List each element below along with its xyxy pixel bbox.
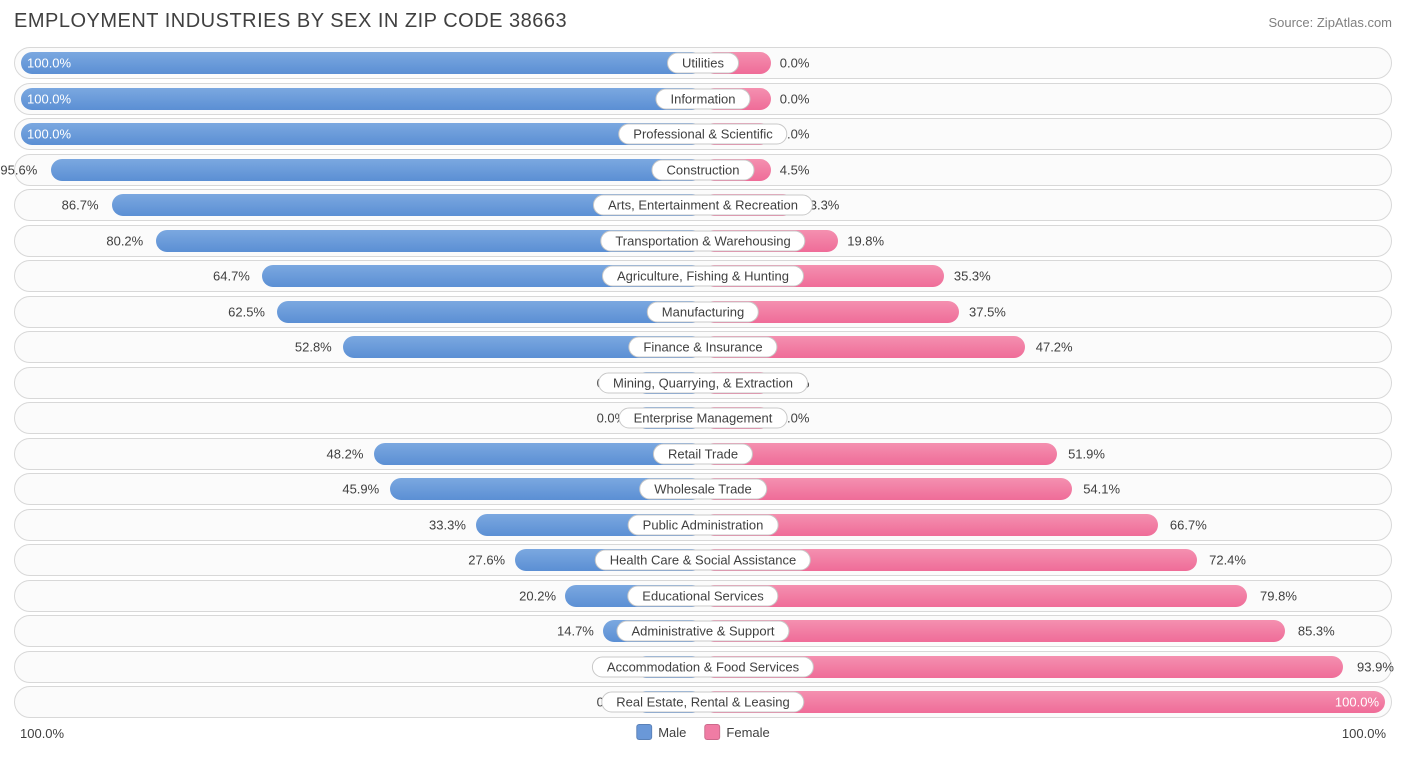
female-bar [703,691,1385,713]
legend-female: Female [704,724,769,740]
female-value: 51.9% [1068,446,1105,461]
category-label: Public Administration [628,514,779,535]
category-label: Real Estate, Rental & Leasing [601,692,804,713]
category-label: Professional & Scientific [618,124,787,145]
bar-row: Public Administration 33.3% 66.7% [14,509,1392,541]
female-bar [703,620,1285,642]
male-value: 100.0% [27,127,71,142]
category-label: Agriculture, Fishing & Hunting [602,266,804,287]
bar-row: Utilities 100.0% 0.0% [14,47,1392,79]
category-label: Accommodation & Food Services [592,656,814,677]
bar-row: Manufacturing 62.5% 37.5% [14,296,1392,328]
category-label: Mining, Quarrying, & Extraction [598,372,808,393]
female-bar [703,585,1247,607]
female-value: 79.8% [1260,588,1297,603]
male-value: 80.2% [106,233,143,248]
category-label: Utilities [667,53,739,74]
female-value: 85.3% [1298,624,1335,639]
male-value: 48.2% [327,446,364,461]
female-value: 93.9% [1357,659,1394,674]
male-value: 64.7% [213,269,250,284]
axis-left-label: 100.0% [20,726,64,741]
male-value: 20.2% [519,588,556,603]
male-value: 62.5% [228,304,265,319]
male-value: 33.3% [429,517,466,532]
category-label: Information [655,88,750,109]
male-value: 14.7% [557,624,594,639]
female-value: 100.0% [1335,695,1379,710]
category-label: Construction [652,159,755,180]
bar-row: Real Estate, Rental & Leasing0.0%100.0% [14,686,1392,718]
category-label: Administrative & Support [616,621,789,642]
bar-row: Information 100.0% 0.0% [14,83,1392,115]
female-value: 54.1% [1083,482,1120,497]
bar-row: Educational Services 20.2% 79.8% [14,580,1392,612]
male-swatch-icon [636,724,652,740]
male-value: 86.7% [62,198,99,213]
female-bar [703,443,1057,465]
bar-row: Health Care & Social Assistance 27.6% 72.4… [14,544,1392,576]
bar-row: Accommodation & Food Services6.1%93.9% [14,651,1392,683]
chart-source: Source: ZipAtlas.com [1268,15,1392,30]
bar-row: Mining, Quarrying, & Extraction0.0%0.0% [14,367,1392,399]
legend-female-label: Female [726,725,769,740]
female-value: 19.8% [847,233,884,248]
female-value: 0.0% [780,56,810,71]
legend-male: Male [636,724,686,740]
male-bar [51,159,703,181]
bar-row: Finance & Insurance 52.8% 47.2% [14,331,1392,363]
legend: Male Female [636,724,770,740]
male-bar [21,52,703,74]
chart-footer: 100.0% Male Female 100.0% [14,724,1392,748]
female-value: 47.2% [1036,340,1073,355]
category-label: Manufacturing [647,301,759,322]
male-bar [277,301,703,323]
male-value: 27.6% [468,553,505,568]
axis-right-label: 100.0% [1342,726,1386,741]
bar-row: Construction95.6%4.5% [14,154,1392,186]
male-value: 100.0% [27,91,71,106]
bar-row: Administrative & Support 14.7% 85.3% [14,615,1392,647]
bar-row: Agriculture, Fishing & Hunting 64.7% 35.3% [14,260,1392,292]
bar-row: Transportation & Warehousing 80.2% 19.8% [14,225,1392,257]
male-bar [21,88,703,110]
bar-row: Arts, Entertainment & Recreation86.7%13.… [14,189,1392,221]
bar-row: Wholesale Trade 45.9% 54.1% [14,473,1392,505]
male-value: 52.8% [295,340,332,355]
diverging-bar-chart: Utilities 100.0% 0.0% Information 100.0% 0.0%… [14,47,1392,718]
female-value: 37.5% [969,304,1006,319]
category-label: Arts, Entertainment & Recreation [593,195,813,216]
category-label: Transportation & Warehousing [600,230,805,251]
category-label: Enterprise Management [619,408,788,429]
category-label: Educational Services [627,585,778,606]
category-label: Health Care & Social Assistance [595,550,811,571]
category-label: Retail Trade [653,443,753,464]
female-value: 0.0% [780,91,810,106]
legend-male-label: Male [658,725,686,740]
male-value: 45.9% [342,482,379,497]
bar-row: Enterprise Management0.0%0.0% [14,402,1392,434]
female-value: 35.3% [954,269,991,284]
category-label: Finance & Insurance [628,337,777,358]
bar-row: Professional & Scientific100.0%0.0% [14,118,1392,150]
male-value: 95.6% [0,162,37,177]
chart-header: EMPLOYMENT INDUSTRIES BY SEX IN ZIP CODE… [14,10,1392,33]
female-value: 66.7% [1170,517,1207,532]
male-value: 100.0% [27,56,71,71]
female-value: 72.4% [1209,553,1246,568]
male-bar [21,123,703,145]
bar-row: Retail Trade 48.2% 51.9% [14,438,1392,470]
category-label: Wholesale Trade [639,479,767,500]
female-swatch-icon [704,724,720,740]
female-value: 4.5% [780,162,810,177]
chart-title: EMPLOYMENT INDUSTRIES BY SEX IN ZIP CODE… [14,10,567,33]
